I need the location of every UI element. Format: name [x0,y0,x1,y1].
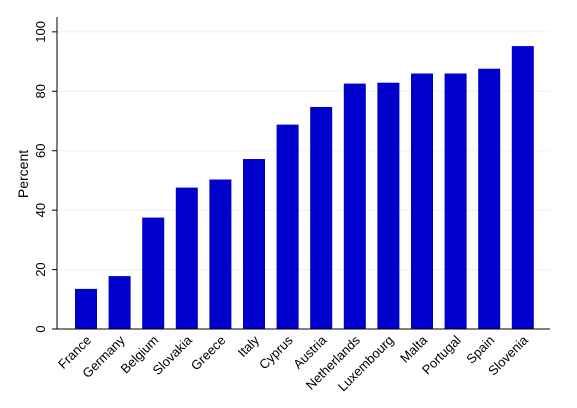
bar-belgium [142,217,165,329]
x-tick-label-italy: Italy [235,332,263,360]
bar-luxembourg [377,82,400,329]
y-tick-label: 40 [33,203,48,217]
bar-france [75,288,97,329]
y-axis-label: Percent [15,150,31,198]
gridlines [57,31,550,271]
bar-spain [478,68,501,329]
bar-germany [108,276,131,329]
y-tick-labels: 0 20 40 60 80 100 [33,21,57,333]
bars [75,46,534,329]
bar-portugal [444,73,467,329]
bar-cyprus [276,124,299,329]
y-tick-label: 60 [33,143,48,157]
y-tick-label: 80 [33,84,48,98]
bar-netherlands [343,83,366,329]
x-tick-label-greece: Greece [188,333,229,374]
bar-malta [411,73,433,329]
y-tick-label: 0 [33,325,48,332]
x-tick-label-cyprus: Cyprus [256,332,296,372]
bar-slovakia [175,187,198,329]
bar-greece [209,179,232,329]
y-tick-label: 100 [33,21,48,43]
bar-austria [310,107,333,329]
bar-slovenia [511,46,534,329]
axes [56,17,550,330]
y-tick-label: 20 [33,262,48,276]
bar-italy [243,159,265,329]
